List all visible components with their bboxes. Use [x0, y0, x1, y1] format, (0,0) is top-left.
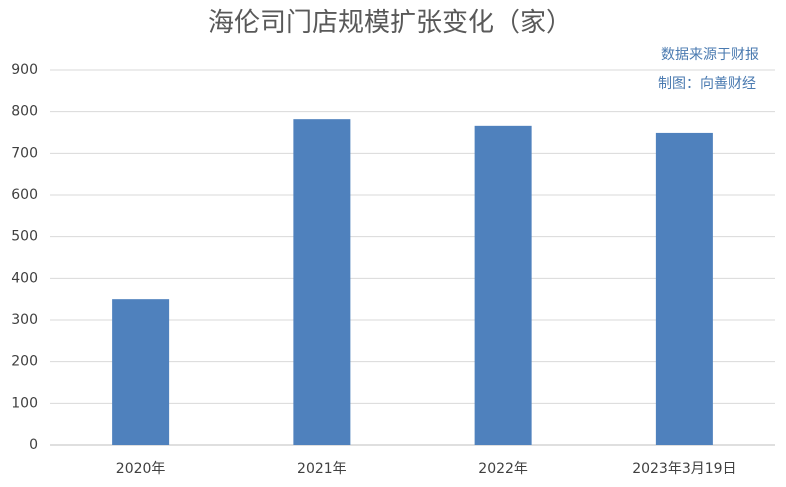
x-tick-label: 2021年: [297, 461, 347, 477]
y-tick-label: 700: [11, 145, 38, 161]
chart-title: 海伦司门店规模扩张变化（家）: [208, 8, 572, 38]
bar: [293, 119, 351, 446]
y-tick-label: 200: [11, 354, 38, 370]
bar: [655, 132, 713, 445]
y-tick-label: 400: [11, 270, 38, 286]
bar: [474, 125, 532, 445]
x-tick-label: 2023年3月19日: [632, 461, 736, 477]
y-tick-label: 800: [11, 104, 38, 120]
annotation: 制图：向善财经: [658, 76, 756, 92]
y-tick-label: 300: [11, 312, 38, 328]
y-tick-label: 100: [11, 395, 38, 411]
y-tick-label: 900: [11, 62, 38, 78]
y-tick-label: 0: [29, 437, 38, 453]
x-tick-label: 2022年: [478, 461, 528, 477]
annotation: 数据来源于财报: [661, 47, 759, 63]
y-tick-label: 600: [11, 187, 38, 203]
x-tick-label: 2020年: [116, 461, 166, 477]
y-tick-label: 500: [11, 229, 38, 245]
bar: [112, 299, 170, 445]
